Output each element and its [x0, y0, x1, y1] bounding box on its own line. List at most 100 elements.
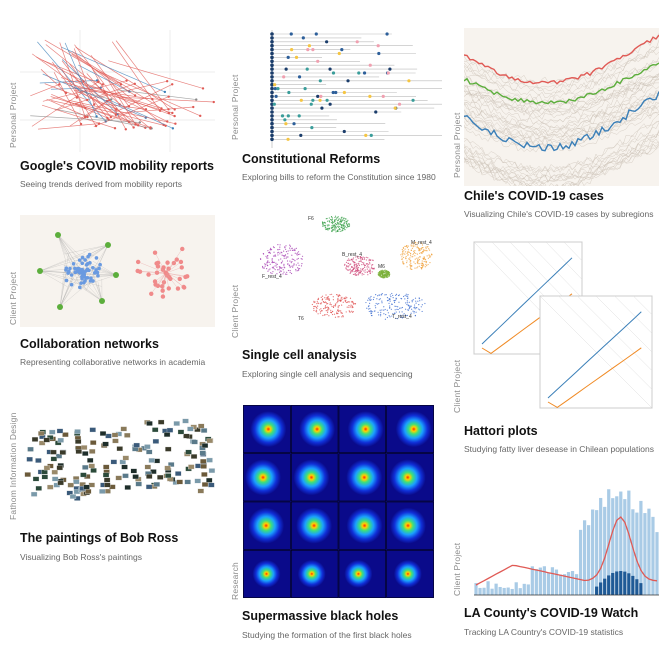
case-bar [623, 499, 627, 595]
cell-point [299, 253, 301, 255]
cell-point [414, 314, 416, 317]
project-title[interactable]: Google's COVID mobility reports [20, 159, 214, 173]
cell-point [402, 260, 404, 262]
project-title[interactable]: Chile's COVID-19 cases [464, 189, 604, 203]
cell-point [400, 307, 402, 309]
cell-point [344, 301, 347, 303]
painting-thumb [80, 445, 88, 450]
network-node [82, 280, 86, 285]
case-bar [478, 587, 482, 595]
singlecell-thumbnail[interactable]: F6 B_rest_4 M_rest_4 F_rest_4 M6 T6 T_re… [244, 210, 442, 338]
reform-start-dot [270, 71, 274, 75]
cell-point [276, 273, 278, 275]
network-hub-node [99, 298, 105, 304]
cell-point [367, 299, 369, 301]
reform-stage-dot [346, 79, 350, 83]
mobility-dot [93, 103, 96, 106]
cell-point [335, 226, 337, 228]
cell-point [401, 251, 404, 253]
reform-stage-dot [311, 98, 315, 102]
chile-thumbnail[interactable] [464, 28, 659, 186]
cell-point [419, 252, 421, 254]
cell-point [379, 272, 381, 274]
network-node [178, 259, 184, 265]
lacounty-thumbnail[interactable] [474, 478, 659, 596]
cell-point [417, 259, 419, 262]
cell-point [351, 311, 354, 313]
blackholes-simulation-grid [243, 405, 434, 598]
cell-point [369, 302, 371, 304]
project-title[interactable]: Hattori plots [464, 424, 538, 438]
cell-point [362, 268, 364, 271]
mobility-line [52, 61, 78, 98]
cell-point [412, 310, 414, 312]
painting-thumb [199, 450, 206, 456]
project-title[interactable]: The paintings of Bob Ross [20, 531, 179, 545]
cell-point [406, 262, 408, 264]
network-edge [165, 259, 177, 274]
cell-point [419, 249, 421, 251]
cell-point [418, 250, 420, 252]
project-title[interactable]: LA County's COVID-19 Watch [464, 606, 639, 620]
reform-stage-dot [318, 79, 322, 83]
network-edge [82, 274, 117, 287]
mobility-dot [109, 115, 113, 119]
blackholes-thumbnail[interactable] [243, 405, 434, 598]
cell-point [411, 247, 413, 249]
project-title[interactable]: Supermassive black holes [242, 609, 399, 623]
cell-point [367, 305, 370, 308]
constitution-thumbnail[interactable] [244, 30, 442, 148]
cell-point [335, 227, 338, 229]
project-title[interactable]: Single cell analysis [242, 348, 357, 362]
mobility-line [90, 65, 127, 130]
cell-point [419, 309, 421, 311]
cell-point [316, 303, 318, 305]
project-title[interactable]: Collaboration networks [20, 337, 159, 351]
cell-point [352, 260, 354, 263]
cell-point [357, 268, 359, 270]
case-bar [486, 581, 490, 595]
reform-start-dot [270, 106, 274, 110]
cell-point [289, 260, 291, 262]
cell-point [321, 299, 323, 301]
painting-thumb [89, 427, 96, 433]
case-bar [494, 583, 498, 595]
cell-point [326, 296, 329, 298]
painting-thumb [201, 482, 209, 487]
painting-thumb [187, 426, 194, 432]
case-bar [490, 588, 494, 595]
cell-point [367, 274, 369, 276]
reform-start-dot [270, 32, 274, 36]
cell-point [313, 300, 315, 302]
reform-start-dot [270, 40, 274, 44]
cell-point [413, 243, 415, 245]
subregion-line [464, 62, 659, 120]
cell-point [376, 298, 378, 300]
bobross-thumbnail[interactable] [20, 412, 220, 512]
subregion-line [464, 133, 659, 173]
cell-point [392, 296, 394, 299]
cell-point [381, 309, 383, 311]
cell-point [418, 258, 421, 261]
cell-point [346, 222, 348, 224]
painting-thumb [57, 437, 64, 443]
cell-point [399, 307, 401, 309]
hattori-thumbnail[interactable] [464, 238, 659, 410]
painting-thumb [69, 494, 77, 499]
cell-point [330, 215, 333, 218]
cell-point [428, 256, 431, 258]
project-title[interactable]: Constitutional Reforms [242, 152, 381, 166]
painting-thumb [166, 427, 174, 433]
cell-point [344, 300, 346, 302]
cell-point [285, 257, 287, 259]
cell-point [419, 256, 421, 258]
mobility-thumbnail[interactable] [20, 30, 215, 152]
simulation-density [248, 507, 285, 544]
mobility-line [64, 42, 97, 117]
reform-stage-dot [311, 48, 315, 52]
collab-thumbnail[interactable] [20, 215, 215, 327]
painting-thumb [32, 476, 40, 482]
cell-point [284, 246, 286, 248]
network-node [64, 268, 68, 272]
cell-point [280, 258, 282, 260]
